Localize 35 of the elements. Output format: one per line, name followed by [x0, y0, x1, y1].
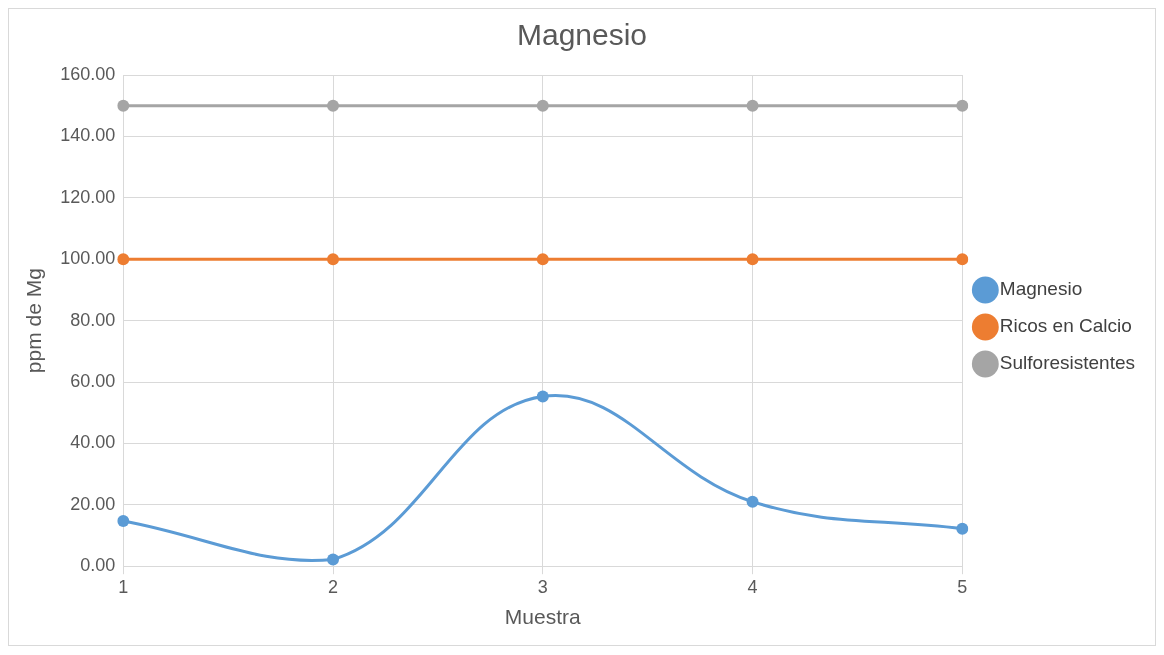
- x-axis-title: Muestra: [504, 605, 582, 629]
- point: [956, 253, 969, 266]
- point: [536, 253, 549, 266]
- legend-label: Ricos en Calcio: [999, 315, 1132, 337]
- point: [117, 515, 130, 528]
- y-tick-label: 100.00: [60, 248, 116, 269]
- x-tick-label: 4: [747, 576, 758, 597]
- point: [327, 99, 340, 112]
- point: [956, 99, 969, 112]
- point: [327, 553, 340, 566]
- point: [117, 99, 130, 112]
- chart-title: Magnesio: [516, 18, 648, 52]
- x-tick-label: 3: [537, 576, 548, 597]
- y-tick-label: 80.00: [70, 309, 116, 330]
- point: [327, 253, 340, 266]
- x-tick-label: 2: [328, 576, 339, 597]
- point: [746, 495, 759, 508]
- y-tick-label: 60.00: [70, 370, 116, 391]
- y-tick-label: 0.00: [80, 555, 116, 576]
- point: [746, 253, 759, 266]
- point: [117, 253, 130, 266]
- legend-label: Magnesio: [999, 278, 1083, 300]
- y-tick-label: 40.00: [70, 432, 116, 453]
- point: [956, 522, 969, 535]
- y-tick-label: 160.00: [60, 63, 116, 84]
- point: [746, 99, 759, 112]
- x-tick-label: 5: [957, 576, 968, 597]
- y-tick-label: 120.00: [60, 186, 116, 207]
- y-tick-label: 140.00: [60, 125, 116, 146]
- legend-label: Sulforesistentes: [999, 352, 1136, 374]
- y-tick-label: 20.00: [70, 493, 116, 514]
- x-tick-label: 1: [118, 576, 129, 597]
- point: [536, 99, 549, 112]
- point: [536, 390, 549, 403]
- y-axis-title: ppm de Mg: [22, 268, 46, 374]
